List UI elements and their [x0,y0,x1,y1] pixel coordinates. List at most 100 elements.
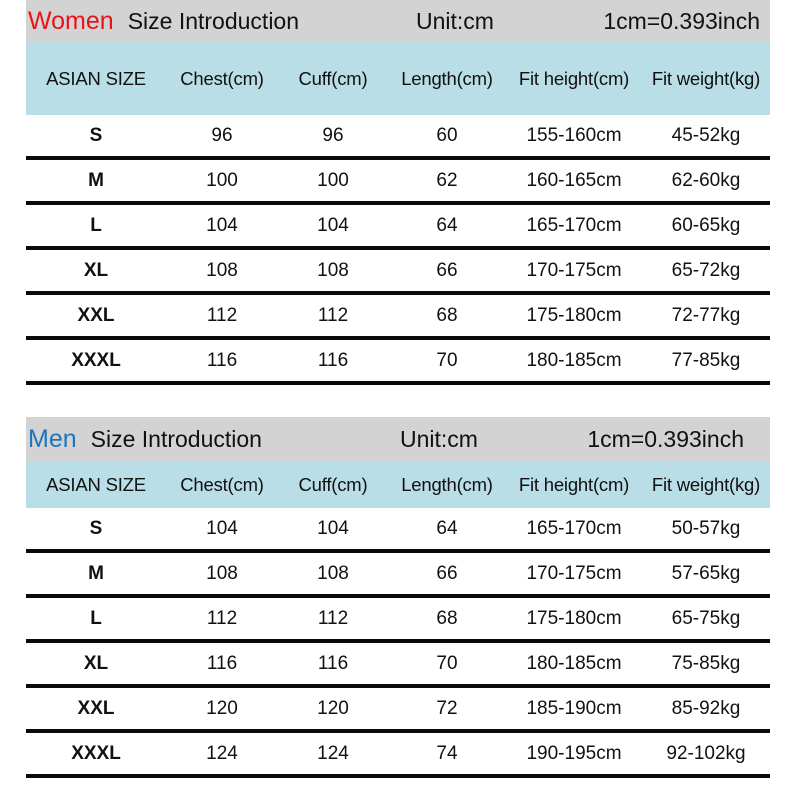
women-gender-label: Women [28,6,114,35]
men-unit: Unit:cm [400,426,478,452]
size-cell: M [88,562,104,584]
men-conversion: 1cm=0.393inch [587,426,744,452]
table-row: S 104 104 64 165-170cm 50-57kg [26,508,770,553]
fit-weight-cell: 72-77kg [671,304,741,326]
fit-height-cell: 170-175cm [526,259,622,281]
women-size-section: Women Size Introduction Unit:cm 1cm=0.39… [26,0,770,385]
fit-weight-cell: 65-75kg [671,607,741,629]
table-row: M 108 108 66 170-175cm 57-65kg [26,553,770,598]
column-header-length: Length(cm) [401,67,493,89]
fit-height-cell: 175-180cm [526,607,622,629]
chest-cell: 104 [206,214,238,236]
cuff-cell: 104 [317,517,349,539]
men-size-section: Men Size Introduction Unit:cm 1cm=0.393i… [26,417,770,778]
table-row: XL 108 108 66 170-175cm 65-72kg [26,250,770,295]
fit-weight-cell: 85-92kg [671,697,741,719]
chest-cell: 108 [206,562,238,584]
women-unit: Unit:cm [416,7,494,34]
fit-height-cell: 180-185cm [526,349,622,371]
fit-weight-cell: 65-72kg [671,259,741,281]
fit-height-cell: 180-185cm [526,652,622,674]
fit-height-cell: 165-170cm [526,214,622,236]
fit-height-cell: 160-165cm [526,169,622,191]
cuff-cell: 116 [317,652,349,674]
chest-cell: 100 [206,169,238,191]
cuff-cell: 124 [317,742,349,764]
fit-height-cell: 190-195cm [526,742,622,764]
chest-cell: 112 [206,607,238,629]
chest-cell: 108 [206,259,238,281]
table-row: XXXL 124 124 74 190-195cm 92-102kg [26,733,770,778]
column-header-cuff: Cuff(cm) [298,474,368,495]
size-cell: L [90,214,102,236]
length-cell: 62 [436,169,458,191]
table-row: L 104 104 64 165-170cm 60-65kg [26,205,770,250]
column-header-chest: Chest(cm) [180,67,264,89]
fit-height-cell: 185-190cm [526,697,622,719]
table-row: XXL 112 112 68 175-180cm 72-77kg [26,295,770,340]
length-cell: 72 [436,697,458,719]
table-row: XXL 120 120 72 185-190cm 85-92kg [26,688,770,733]
cuff-cell: 108 [317,259,349,281]
cuff-cell: 100 [317,169,349,191]
size-cell: S [89,517,103,539]
length-cell: 66 [436,259,458,281]
cuff-cell: 116 [317,349,349,371]
size-cell: XXXL [71,349,121,371]
chest-cell: 112 [206,304,238,326]
fit-height-cell: 155-160cm [526,124,622,146]
women-conversion: 1cm=0.393inch [603,7,760,34]
length-cell: 64 [436,214,458,236]
column-header-chest: Chest(cm) [180,474,264,495]
table-row: XL 116 116 70 180-185cm 75-85kg [26,643,770,688]
column-header-cuff: Cuff(cm) [298,67,368,89]
fit-height-cell: 175-180cm [526,304,622,326]
men-title: Size Introduction [90,426,262,452]
column-header-asian-size: ASIAN SIZE [46,474,146,495]
length-cell: 74 [436,742,458,764]
table-row: XXXL 116 116 70 180-185cm 77-85kg [26,340,770,385]
chest-cell: 96 [211,124,233,146]
column-header-fit-height: Fit height(cm) [518,67,630,89]
size-cell: XXL [77,304,115,326]
men-title-bar: Men Size Introduction Unit:cm 1cm=0.393i… [26,417,770,462]
length-cell: 60 [436,124,458,146]
chest-cell: 120 [206,697,238,719]
women-header-row: ASIAN SIZE Chest(cm) Cuff(cm) Length(cm)… [26,42,770,115]
cuff-cell: 96 [322,124,344,146]
chest-cell: 104 [206,517,238,539]
column-header-length: Length(cm) [401,474,493,495]
cuff-cell: 112 [317,607,349,629]
table-row: M 100 100 62 160-165cm 62-60kg [26,160,770,205]
cuff-cell: 112 [317,304,349,326]
column-header-fit-weight: Fit weight(kg) [651,474,761,495]
fit-weight-cell: 57-65kg [671,562,741,584]
size-cell: XXXL [71,742,121,764]
length-cell: 68 [436,607,458,629]
cuff-cell: 104 [317,214,349,236]
table-row: L 112 112 68 175-180cm 65-75kg [26,598,770,643]
size-cell: XL [83,259,109,281]
chest-cell: 116 [206,652,238,674]
column-header-asian-size: ASIAN SIZE [46,67,146,89]
women-title: Size Introduction [127,7,300,34]
size-cell: M [88,169,104,191]
size-cell: XL [83,652,109,674]
fit-weight-cell: 50-57kg [671,517,741,539]
fit-weight-cell: 60-65kg [671,214,741,236]
column-header-fit-height: Fit height(cm) [518,474,630,495]
fit-height-cell: 170-175cm [526,562,622,584]
women-table-body: S 96 96 60 155-160cm 45-52kg M 100 100 6… [26,115,770,385]
length-cell: 66 [436,562,458,584]
size-cell: L [90,607,102,629]
cuff-cell: 108 [317,562,349,584]
size-cell: XXL [77,697,115,719]
length-cell: 70 [436,349,458,371]
fit-weight-cell: 75-85kg [671,652,741,674]
column-header-fit-weight: Fit weight(kg) [651,67,761,89]
fit-weight-cell: 77-85kg [671,349,741,371]
chest-cell: 116 [206,349,238,371]
length-cell: 68 [436,304,458,326]
women-title-bar: Women Size Introduction Unit:cm 1cm=0.39… [26,0,770,42]
men-gender-label: Men [28,425,77,453]
